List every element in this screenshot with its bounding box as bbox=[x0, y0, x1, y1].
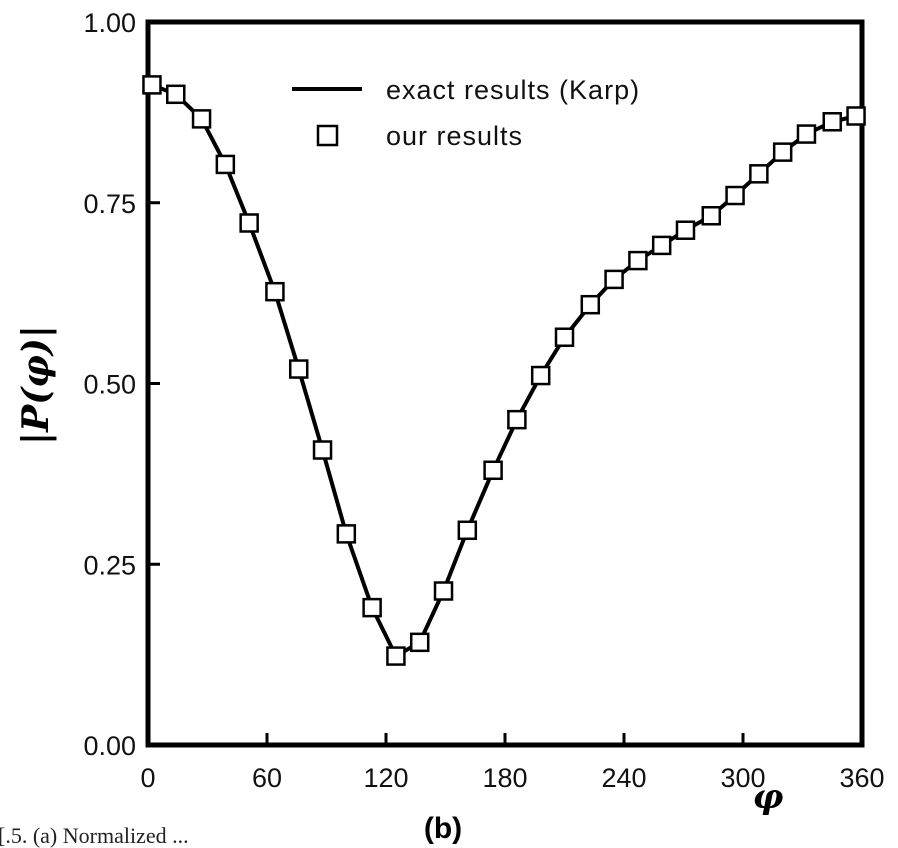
data-point-marker bbox=[409, 632, 430, 653]
data-point-marker bbox=[701, 206, 722, 226]
data-point-marker bbox=[215, 154, 236, 175]
data-point-marker bbox=[651, 235, 672, 256]
data-point-marker bbox=[749, 164, 769, 184]
data-point-marker bbox=[846, 106, 866, 126]
data-point-marker bbox=[507, 409, 527, 430]
data-point-marker bbox=[336, 524, 357, 544]
data-point-marker bbox=[265, 281, 285, 302]
data-point-marker bbox=[822, 112, 842, 132]
legend-square-swatch bbox=[316, 124, 339, 147]
x-tick-label: 60 bbox=[252, 763, 282, 793]
data-point-marker bbox=[312, 440, 333, 460]
x-tick-label: 180 bbox=[482, 763, 527, 793]
data-point-marker bbox=[772, 142, 793, 162]
legend-label-ours: our results bbox=[386, 121, 523, 151]
data-point-marker bbox=[530, 365, 551, 386]
data-point-marker bbox=[628, 250, 648, 271]
data-point-marker bbox=[191, 109, 212, 129]
axis-ticks: 0 60 120 180 240 300 360 0.00 0.25 0.50 0.75 1.00 bbox=[83, 8, 884, 793]
data-point-marker bbox=[796, 124, 817, 144]
data-point-marker bbox=[457, 520, 478, 541]
data-point-marker bbox=[675, 220, 696, 240]
data-point-marker bbox=[362, 597, 382, 618]
data-point-marker bbox=[239, 213, 259, 233]
figure-caption: [.5. (a) Normalized ... bbox=[0, 823, 189, 848]
x-tick-label: 360 bbox=[839, 763, 884, 793]
data-point-marker bbox=[554, 327, 575, 347]
data-point-marker bbox=[604, 269, 624, 290]
data-point-marker bbox=[142, 75, 162, 95]
y-tick-label: 0.00 bbox=[83, 731, 136, 761]
y-tick-label: 1.00 bbox=[83, 8, 136, 38]
data-point-marker bbox=[288, 359, 309, 379]
x-tick-label: 120 bbox=[363, 763, 408, 793]
y-tick-label: 0.75 bbox=[83, 189, 136, 219]
data-point-marker bbox=[725, 185, 745, 206]
data-point-marker bbox=[433, 581, 454, 601]
y-tick-label: 0.25 bbox=[83, 550, 136, 580]
data-point-marker bbox=[386, 646, 406, 666]
data-point-marker bbox=[580, 294, 601, 315]
x-tick-label: 0 bbox=[140, 763, 155, 793]
series-markers bbox=[142, 75, 866, 666]
data-point-marker bbox=[483, 460, 503, 481]
x-tick-label: 300 bbox=[720, 763, 765, 793]
x-axis-label: φ bbox=[753, 777, 784, 817]
x-tick-label: 240 bbox=[601, 763, 646, 793]
panel-label: (b) bbox=[424, 812, 462, 845]
legend: exact results (Karp) our results bbox=[292, 75, 640, 151]
y-tick-label: 0.50 bbox=[83, 370, 136, 400]
legend-label-exact: exact results (Karp) bbox=[386, 75, 640, 105]
y-axis-label: |P(φ)| bbox=[15, 325, 57, 445]
data-point-marker bbox=[166, 84, 186, 105]
